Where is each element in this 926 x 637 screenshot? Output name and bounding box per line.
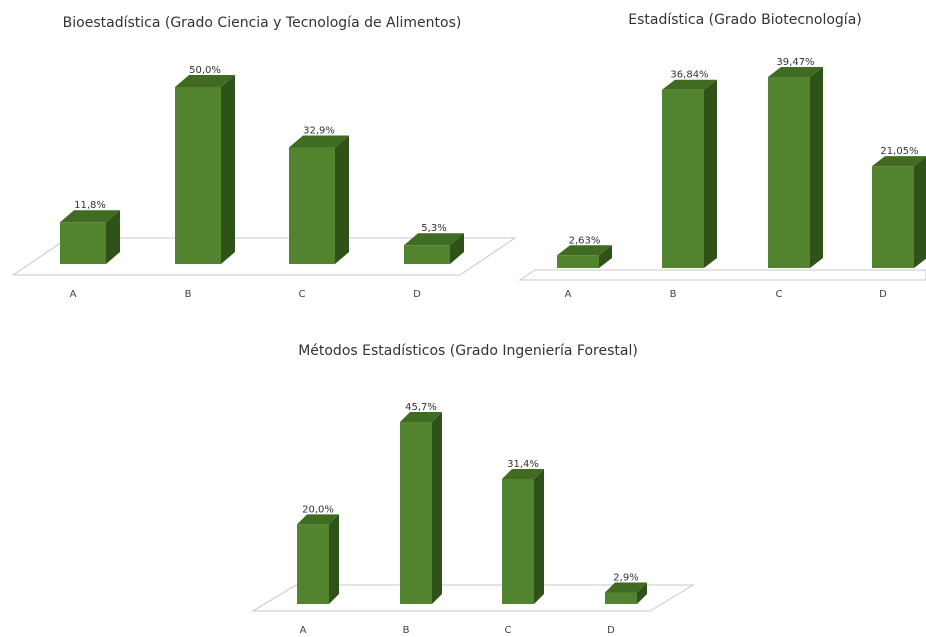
chart-estadistica: Estadística (Grado Biotecnología) 2,63% A… xyxy=(518,12,926,300)
bar-side xyxy=(704,79,717,268)
bar-front xyxy=(175,87,221,264)
bar-c xyxy=(289,135,349,264)
bar-d xyxy=(605,582,647,604)
bar-top xyxy=(662,79,717,90)
bar-b xyxy=(175,75,235,264)
tick-label: B xyxy=(403,625,410,636)
bar-a xyxy=(60,210,120,264)
data-label: 20,0% xyxy=(302,504,334,515)
bar-top xyxy=(872,156,926,167)
chart-floor-estadistica xyxy=(518,269,926,281)
bar-side xyxy=(432,412,442,604)
bar-top xyxy=(297,514,339,525)
bar-side xyxy=(450,233,464,264)
bar-side xyxy=(914,156,926,268)
data-label: 2,9% xyxy=(613,572,638,583)
tick-label: D xyxy=(607,625,615,636)
data-label: 2,63% xyxy=(569,235,601,246)
bar-top xyxy=(175,75,235,87)
bar-front xyxy=(605,592,637,604)
bars-bioestadistica: 11,8% A 50,0% B 32,9% C 5,3% D xyxy=(60,65,464,300)
data-label: 5,3% xyxy=(421,223,446,234)
tick-label: A xyxy=(70,289,77,300)
bar-front xyxy=(289,147,335,264)
bar-top xyxy=(768,67,823,77)
bar-front xyxy=(557,255,599,268)
bar-top xyxy=(557,245,612,256)
tick-label: A xyxy=(300,625,307,636)
tick-label: B xyxy=(185,289,192,300)
bar-top xyxy=(60,210,120,223)
bars-estadistica: 2,63% A 36,84% B 39,47% C 21,05% D xyxy=(557,57,926,300)
bar-side xyxy=(599,245,612,268)
chart-floor-bioestadistica xyxy=(11,237,517,276)
bar-a xyxy=(297,514,339,604)
bar-b xyxy=(662,79,717,268)
bar-side xyxy=(534,468,544,604)
bar-side xyxy=(810,67,823,268)
chart-title-metodos: Métodos Estadísticos (Grado Ingeniería F… xyxy=(298,343,638,359)
bar-front xyxy=(872,166,914,268)
data-label: 21,05% xyxy=(880,146,918,157)
bar-d xyxy=(404,233,464,264)
data-label: 39,47% xyxy=(776,57,814,68)
chart-bioestadistica: Bioestadística (Grado Ciencia y Tecnolog… xyxy=(11,15,517,300)
bar-top xyxy=(605,582,647,593)
data-label: 45,7% xyxy=(405,402,437,413)
tick-label: C xyxy=(505,625,512,636)
bar-front xyxy=(60,222,106,264)
bar-side xyxy=(637,582,647,604)
tick-label: C xyxy=(776,289,783,300)
bar-c xyxy=(502,468,544,604)
bar-c xyxy=(768,67,823,268)
tick-label: D xyxy=(413,289,421,300)
data-label: 32,9% xyxy=(303,126,335,137)
chart-floor-metodos xyxy=(251,584,695,612)
tick-label: B xyxy=(670,289,677,300)
data-label: 11,8% xyxy=(74,200,106,211)
chart-title-estadistica: Estadística (Grado Biotecnología) xyxy=(628,12,862,28)
tick-label: D xyxy=(879,289,887,300)
bar-a xyxy=(557,245,612,268)
bar-b xyxy=(400,412,442,604)
bar-side xyxy=(329,514,339,604)
bar-front xyxy=(297,524,329,604)
bar-side xyxy=(221,75,235,264)
data-label: 50,0% xyxy=(189,65,221,76)
bar-front xyxy=(768,77,810,268)
data-label: 36,84% xyxy=(670,70,708,81)
bar-side xyxy=(106,210,120,264)
data-label: 31,4% xyxy=(507,459,539,470)
bars-metodos: 20,0% A 45,7% B 31,4% C 2,9% D xyxy=(297,402,647,636)
bar-top xyxy=(289,135,349,148)
bar-front xyxy=(404,245,450,264)
bar-top xyxy=(404,233,464,246)
tick-label: A xyxy=(565,289,572,300)
chart-title-bioestadistica: Bioestadística (Grado Ciencia y Tecnolog… xyxy=(63,15,462,31)
bar-top xyxy=(400,412,442,422)
tick-label: C xyxy=(299,289,306,300)
bar-top xyxy=(502,468,544,479)
bar-side xyxy=(335,135,349,264)
bar-front xyxy=(400,422,432,604)
bar-front xyxy=(502,478,534,604)
bar-front xyxy=(662,89,704,268)
chart-metodos: Métodos Estadísticos (Grado Ingeniería F… xyxy=(251,343,695,636)
bar-d xyxy=(872,156,926,268)
